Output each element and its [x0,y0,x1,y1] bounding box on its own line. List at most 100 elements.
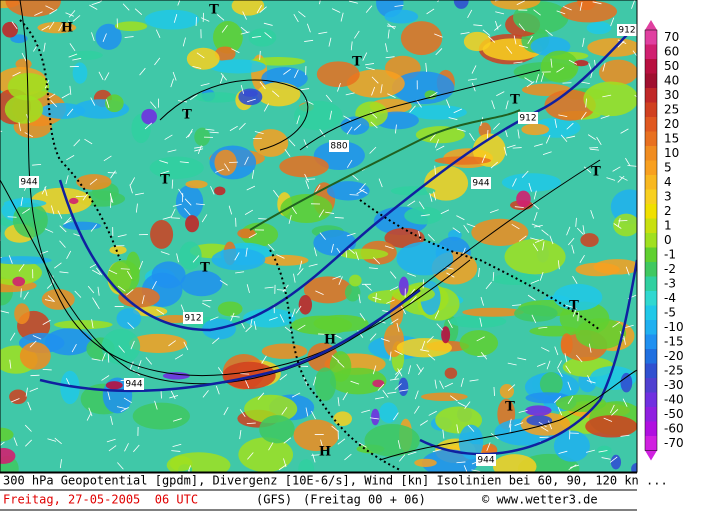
wind-barb [174,354,184,360]
field-blob [0,448,16,464]
wind-barb [365,67,375,71]
color-legend: 706050403025201510543210-1-2-3-4-5-10-15… [644,20,684,461]
wind-barb [540,426,549,432]
wind-barb [200,17,210,22]
wind-barb [44,299,54,302]
wind-barb [247,98,256,103]
wind-barb [420,214,430,217]
wind-barb [21,52,27,62]
wind-barb [22,208,31,214]
wind-barb [27,401,32,411]
wind-barb [394,371,401,380]
wind-barb [288,139,296,147]
field-blob [0,259,42,286]
wind-barb [24,424,32,432]
wind-barb [25,439,32,447]
field-blob [244,394,298,424]
wind-barb [612,321,621,328]
map-frame [0,0,638,473]
field-blob [150,220,174,249]
field-blob [144,9,200,30]
wind-barb [107,391,111,401]
wind-barb [436,323,444,331]
field-blob [398,377,409,397]
wind-barb [220,72,227,81]
legend-swatch [645,305,657,321]
wind-barb [389,378,399,381]
wind-barb [434,139,440,148]
field-blob [14,303,30,325]
legend-swatch [645,102,657,118]
wind-barb [318,209,325,218]
wind-barb [252,35,262,38]
field-blob [586,21,612,35]
field-blob [129,333,188,354]
wind-barb [620,128,629,134]
legend-swatch [645,276,657,292]
wind-barb [419,349,429,352]
wind-barb [197,145,202,155]
wind-barb [557,406,563,416]
wind-barb [429,133,437,141]
wind-barb [72,57,82,61]
wind-barb [159,160,169,164]
wind-barb [416,99,422,108]
wind-barb [467,9,473,19]
field-blob [333,411,353,427]
wind-barb [350,380,360,385]
legend-label: 10 [664,146,679,160]
field-blob [462,307,524,317]
wind-barb [180,304,185,314]
contour-label: 912 [184,314,201,324]
wind-barb [59,459,62,469]
wind-barb [385,56,395,59]
wind-barb [439,380,444,390]
wind-barb [453,108,463,114]
field-blob [253,129,289,157]
wind-barb [384,245,394,249]
wind-barb [338,276,343,285]
wind-barb [329,110,332,120]
pressure-center: T [569,299,579,314]
wind-barb [151,280,157,290]
wind-barb [313,376,317,386]
field-blob [529,325,580,337]
field-blob [540,50,579,83]
legend-arrow [645,20,657,30]
wind-barb [513,35,517,45]
legend-label: 15 [664,131,679,145]
wind-barb [505,100,509,110]
field-blob [294,100,343,131]
wind-barb [456,461,466,464]
wind-barb [471,65,477,74]
wind-barb [88,407,93,417]
legend-swatch [645,160,657,176]
wind-barb [469,379,479,382]
legend-arrow [645,450,657,461]
wind-barb [244,209,254,215]
wind-barb [530,237,539,241]
wind-barb [298,11,306,18]
field-blob [109,245,127,255]
wind-barb [10,398,20,403]
field-blob [231,0,265,16]
wind-barb [212,337,220,344]
wind-barb [408,365,411,375]
field-blob [298,294,313,315]
wind-barb [489,209,499,213]
wind-barb [619,176,628,181]
wind-barb [91,358,101,361]
wind-barb [230,315,240,318]
wind-barb [103,155,112,162]
wind-barb [507,362,517,366]
legend-swatch [645,44,657,60]
wind-barb [170,217,180,219]
wind-barb [485,281,492,290]
wind-barb [195,203,205,206]
legend-label: -1 [664,247,676,261]
wind-barb [34,11,43,16]
field-blob [95,23,122,50]
contour [249,109,521,231]
wind-barb [162,216,172,220]
wind-barb [194,146,204,149]
